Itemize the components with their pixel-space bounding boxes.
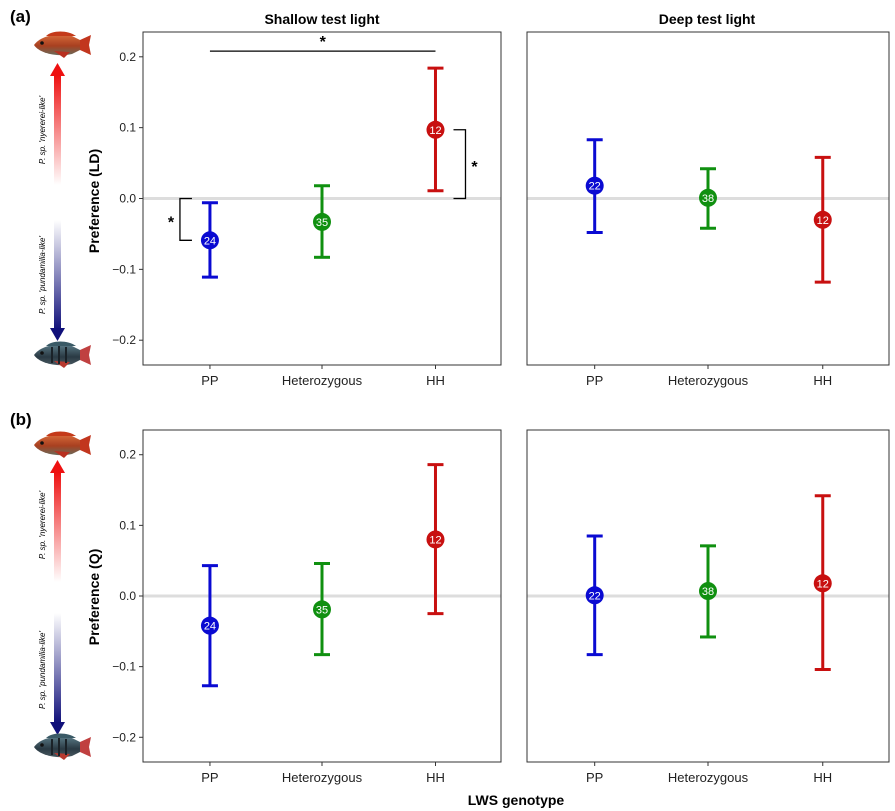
column-title-shallow: Shallow test light: [264, 11, 379, 27]
sample-size-label: 38: [702, 193, 714, 205]
sample-size-label: 12: [817, 215, 829, 227]
significance-star: *: [320, 34, 327, 51]
significance-bracket: [179, 197, 192, 241]
x-tick-label: Heterozygous: [282, 373, 363, 388]
mean-point: [813, 210, 832, 229]
significance-bracket: [453, 129, 467, 200]
x-tick-label: Heterozygous: [668, 373, 749, 388]
y-tick-label: 0.1: [119, 518, 136, 532]
y-tick-label: 0.0: [119, 192, 136, 206]
mean-point: [585, 176, 604, 195]
sample-size-label: 24: [204, 235, 216, 247]
mean-point: [426, 120, 445, 139]
y-tick-label: 0.0: [119, 589, 136, 603]
arrow-head-down-icon: [50, 722, 65, 735]
x-tick-label: Heterozygous: [668, 770, 749, 785]
x-tick-label: HH: [813, 770, 832, 785]
panel-label-a: (a): [10, 7, 31, 26]
arrow-head-up-icon: [50, 63, 65, 76]
panel-b-shallow: −0.2 −0.1 0.0 0.1 0.2 PP Heterozygous HH 24 35 12: [112, 429, 502, 785]
fish-nyererei-like-icon: [34, 431, 91, 458]
mean-point: [426, 530, 445, 549]
arrow-label-pundamilia: P. sp. 'pundamilia-like': [38, 236, 47, 315]
arrow-label-nyererei: P. sp. 'nyererei-like': [38, 95, 47, 164]
x-tick-label: HH: [426, 770, 445, 785]
significance-star: *: [471, 159, 478, 176]
y-tick-label: −0.2: [112, 730, 136, 744]
panel-a-shallow: −0.2 −0.1 0.0 0.1 0.2 PP Heterozygous HH 24 35 12 *…: [112, 31, 502, 388]
y-tick-label: −0.1: [112, 660, 136, 674]
x-tick-label: PP: [586, 770, 603, 785]
arrow-bar-bottom: [54, 220, 61, 330]
x-tick-label: HH: [813, 373, 832, 388]
mean-point: [813, 574, 832, 593]
sample-size-label: 24: [204, 621, 216, 633]
panel-a-deep: PP Heterozygous HH 22 38 12: [526, 31, 890, 388]
x-tick-label: PP: [586, 373, 603, 388]
y-tick-label: −0.2: [112, 333, 136, 347]
mean-point: [585, 586, 604, 605]
mean-point: [200, 231, 219, 250]
y-tick-label: 0.2: [119, 50, 136, 64]
y-axis-title-ld: Preference (LD): [86, 149, 102, 253]
fish-pundamilia-like-icon: [33, 732, 92, 761]
x-tick-label: Heterozygous: [282, 770, 363, 785]
sample-size-label: 35: [316, 604, 328, 616]
preference-arrow-b: P. sp. 'nyererei-like' P. sp. 'pundamili…: [33, 431, 92, 761]
preference-arrow-a: P. sp. 'nyererei-like' P. sp. 'pundamili…: [33, 31, 92, 369]
y-tick-label: 0.2: [119, 448, 136, 462]
sample-size-label: 12: [429, 534, 441, 546]
significance-star: *: [168, 214, 175, 231]
sample-size-label: 12: [429, 125, 441, 137]
arrow-label-pundamilia: P. sp. 'pundamilia-like': [38, 631, 47, 710]
mean-point: [200, 616, 219, 635]
column-title-deep: Deep test light: [659, 11, 756, 27]
sample-size-label: 38: [702, 586, 714, 598]
y-axis-title-q: Preference (Q): [86, 549, 102, 645]
x-tick-label: HH: [426, 373, 445, 388]
mean-point: [699, 582, 717, 601]
fish-nyererei-like-icon: [34, 31, 91, 58]
panel-label-b: (b): [10, 410, 32, 429]
sample-size-label: 22: [589, 181, 601, 193]
sample-size-label: 35: [316, 217, 328, 229]
arrow-head-up-icon: [50, 460, 65, 473]
mean-point: [699, 188, 717, 207]
x-tick-label: PP: [201, 770, 218, 785]
sample-size-label: 22: [589, 590, 601, 602]
sample-size-label: 12: [817, 578, 829, 590]
mean-point: [313, 600, 331, 619]
arrow-bar-bottom: [54, 613, 61, 723]
arrow-label-nyererei: P. sp. 'nyererei-like': [38, 490, 47, 559]
fish-pundamilia-like-icon: [33, 340, 92, 369]
arrow-bar-top: [54, 75, 61, 185]
x-axis-title: LWS genotype: [468, 792, 565, 808]
x-tick-label: PP: [201, 373, 218, 388]
y-tick-label: 0.1: [119, 121, 136, 135]
panel-b-deep: PP Heterozygous HH 22 38 12: [526, 429, 890, 785]
y-tick-label: −0.1: [112, 262, 136, 276]
mean-point: [313, 212, 331, 231]
arrow-bar-top: [54, 472, 61, 582]
arrow-head-down-icon: [50, 328, 65, 341]
